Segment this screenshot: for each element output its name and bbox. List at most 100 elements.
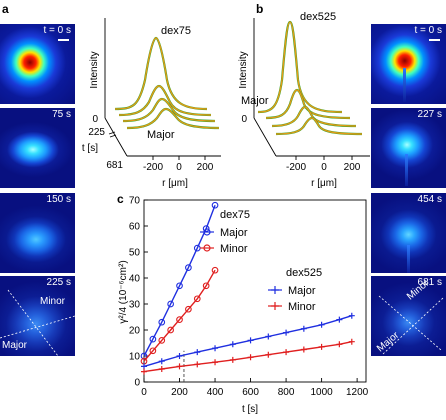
intensity-zero: 0 <box>92 114 98 125</box>
scale-bar <box>58 39 69 41</box>
legend-marker-circle <box>203 244 211 252</box>
x-tick-0: 0 <box>321 162 327 173</box>
data-point <box>211 201 219 209</box>
major-axis-label: Major <box>2 340 28 351</box>
legend-marker-circle <box>203 228 211 236</box>
data-point <box>176 282 183 290</box>
data-point <box>185 305 192 313</box>
right-tile-1: 227 s <box>371 108 446 188</box>
dex75-profile-plot: dex75 Intensity 0 225 t [s] 681 Major -2… <box>82 18 221 189</box>
profile-fit-0 <box>114 37 208 110</box>
data-point <box>158 337 166 344</box>
y-tick-label: 20 <box>129 326 141 337</box>
data-point <box>229 341 236 348</box>
x-tick-label: 1000 <box>310 387 333 398</box>
tile-time-label: 225 s <box>46 277 71 288</box>
intensity-label: Intensity <box>238 51 249 88</box>
data-point <box>202 225 210 232</box>
minor-axis-label: Minor <box>40 296 66 307</box>
left-tile-3: 225 s Minor Major <box>0 276 75 356</box>
time-axis <box>104 117 128 157</box>
data-point <box>247 354 254 361</box>
y-tick-label: 30 <box>129 300 141 311</box>
data-point <box>141 368 147 375</box>
profile-data-2 <box>271 105 357 128</box>
tile-time-label: 150 s <box>46 194 71 205</box>
data-point <box>348 312 355 319</box>
x-tick-label: 800 <box>278 387 295 398</box>
legend-entry-dex525-major: Major <box>288 285 316 297</box>
right-tile-2: 454 s <box>371 193 446 273</box>
data-point <box>167 300 174 308</box>
data-point <box>176 363 183 370</box>
tile-time-label: 227 s <box>417 109 442 120</box>
right-tile-0: t = 0 s <box>371 24 446 104</box>
x-tick-label: 400 <box>207 387 224 398</box>
legend-marker-plus <box>271 302 279 310</box>
tile-time-label: t = 0 s <box>43 25 71 36</box>
tail-streak <box>405 154 408 186</box>
data-point <box>211 266 219 274</box>
profile-fit-1 <box>118 85 212 116</box>
data-point <box>194 349 201 356</box>
x-axis-label: t [s] <box>242 404 258 415</box>
plot-title: dex525 <box>300 11 336 23</box>
left-tile-0: t = 0 s <box>0 24 75 104</box>
series-dex525-major <box>141 312 355 370</box>
intensity-label: Intensity <box>89 51 100 88</box>
data-point <box>149 335 157 343</box>
msd-chart: 0 200 400 600 800 1000 1200 0 10 20 30 40 50 60 70 t [… <box>118 196 369 416</box>
y-tick-label: 0 <box>134 378 140 389</box>
profile-data-0 <box>257 20 343 114</box>
legend-entry-dex525-minor: Minor <box>288 301 316 313</box>
profile-fit-0 <box>257 21 343 113</box>
data-point <box>158 358 165 365</box>
data-point <box>318 343 325 350</box>
legend-entry-dex75-major: Major <box>220 227 248 239</box>
major-annotation: Major <box>241 95 269 107</box>
series-dex75-major <box>140 201 219 360</box>
data-point <box>300 346 307 353</box>
plot-title: dex75 <box>161 25 191 37</box>
data-point <box>336 316 343 323</box>
x-tick-label: 1200 <box>346 387 369 398</box>
data-point <box>158 318 166 326</box>
data-point <box>265 333 272 340</box>
right-tile-3: 681 s Minor Major <box>371 276 446 356</box>
x-tick-label: 0 <box>141 387 147 398</box>
data-point <box>141 363 147 370</box>
series-line <box>143 204 216 357</box>
data-point <box>193 295 201 303</box>
y-tick-label: 10 <box>129 352 141 363</box>
data-point <box>212 345 219 352</box>
plot-frame <box>143 199 367 383</box>
profile-fit-2 <box>271 106 357 127</box>
series-line <box>143 269 216 362</box>
data-point <box>229 356 236 363</box>
x-tick-200: 200 <box>344 162 361 173</box>
profile-fit-3 <box>275 117 363 135</box>
data-point <box>336 341 343 348</box>
x-tick-200: 200 <box>197 162 214 173</box>
data-point <box>176 316 183 323</box>
tail-streak <box>407 245 410 273</box>
data-point <box>194 361 201 368</box>
left-tile-1: 75 s <box>0 108 75 188</box>
legend-marker-plus <box>271 286 279 294</box>
data-point <box>185 264 192 271</box>
x-tick-0: 0 <box>176 162 182 173</box>
y-tick-label: 70 <box>129 196 141 207</box>
tail-streak <box>403 68 406 102</box>
data-point <box>158 366 165 372</box>
data-point <box>167 326 174 334</box>
tile-time-label: 681 s <box>417 277 442 288</box>
axis-crosshair <box>378 295 444 355</box>
dex525-profile-plot: dex525 Intensity 0 Major -200 0 200 r [μ… <box>238 11 370 189</box>
axis-crosshair <box>0 289 75 356</box>
time-axis <box>253 117 277 157</box>
x-axis-label: r [μm] <box>311 178 337 189</box>
data-point <box>300 325 307 332</box>
legend-group-dex525: dex525 <box>286 267 322 279</box>
y-tick-label: 40 <box>129 274 141 285</box>
profile-fit-2 <box>122 98 216 122</box>
